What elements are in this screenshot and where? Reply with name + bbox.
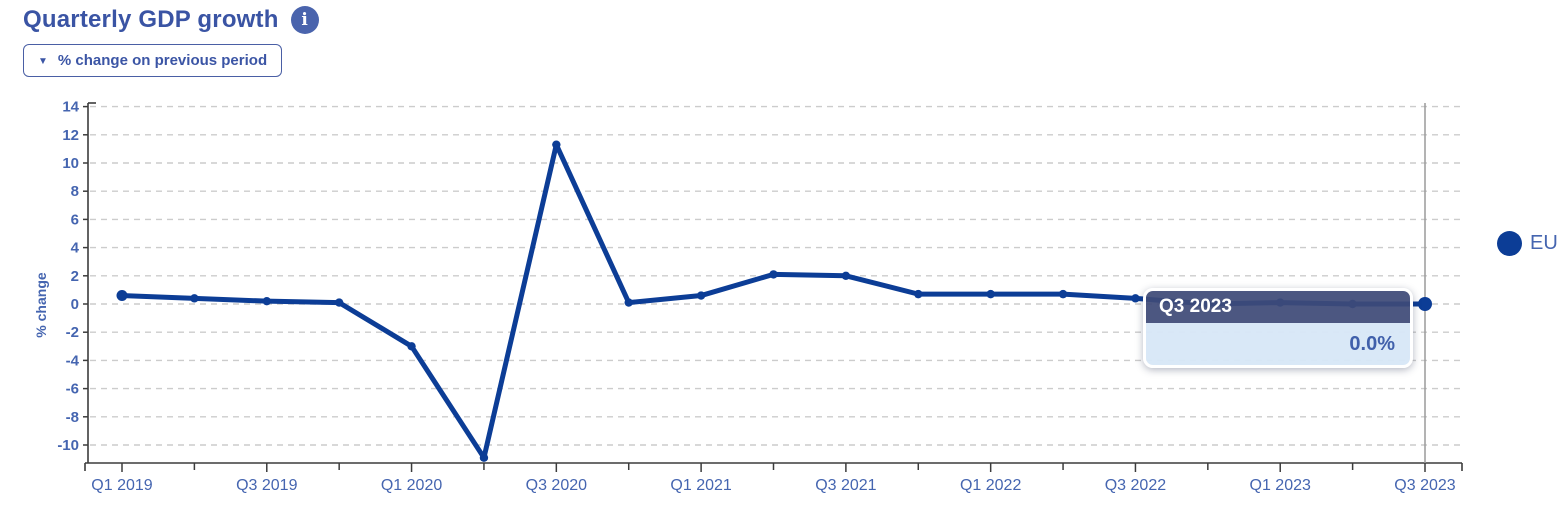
- x-tick-label: Q3 2022: [1105, 477, 1166, 494]
- tooltip-value: 0.0%: [1146, 323, 1410, 365]
- y-tick-label: 8: [71, 183, 79, 200]
- info-icon[interactable]: i: [290, 6, 319, 34]
- y-tick-label: 6: [71, 211, 79, 228]
- y-tick-label: 0: [71, 296, 79, 313]
- data-point[interactable]: [407, 342, 416, 351]
- y-tick-label: -8: [66, 409, 79, 426]
- data-point[interactable]: [190, 294, 199, 303]
- chart-tooltip: Q3 2023 0.0%: [1143, 288, 1413, 368]
- chevron-down-icon: ▼: [38, 55, 48, 67]
- data-point[interactable]: [552, 140, 561, 149]
- x-tick-label: Q1 2022: [960, 477, 1021, 494]
- data-point[interactable]: [914, 289, 923, 299]
- metric-dropdown[interactable]: ▼ % change on previous period: [23, 44, 283, 77]
- x-tick-label: Q1 2019: [91, 477, 152, 494]
- legend-marker-icon: [1497, 231, 1522, 256]
- data-point[interactable]: [769, 270, 778, 279]
- data-point[interactable]: [262, 296, 271, 306]
- data-point[interactable]: [334, 298, 344, 307]
- x-tick-label: Q1 2023: [1250, 477, 1311, 494]
- axes: [83, 102, 1463, 472]
- y-tick-label: 4: [71, 240, 80, 257]
- y-tick-label: -6: [66, 381, 79, 398]
- y-tick-label: -10: [57, 437, 79, 454]
- x-tick-label: Q3 2020: [526, 477, 587, 494]
- data-point[interactable]: [116, 290, 128, 302]
- y-tick-label: 2: [71, 268, 79, 285]
- page-title: Quarterly GDP growth: [23, 6, 279, 33]
- chart-header: Quarterly GDP growth i: [23, 6, 319, 34]
- y-tick-label: 12: [62, 127, 79, 144]
- x-tick-label: Q1 2021: [670, 477, 731, 494]
- metric-dropdown-value: % change on previous period: [57, 52, 268, 69]
- y-axis-labels: 14 12 10 8 6 4 2 0 -2 -4 -6 -8 -10: [57, 99, 79, 454]
- data-point[interactable]: [696, 291, 706, 300]
- data-point[interactable]: [1418, 297, 1432, 311]
- y-tick-label: -4: [66, 352, 80, 369]
- x-tick-label: Q1 2020: [381, 477, 442, 494]
- data-point[interactable]: [841, 271, 851, 280]
- y-axis-title: % change: [33, 272, 49, 338]
- y-tick-label: -2: [66, 324, 79, 341]
- data-point[interactable]: [986, 289, 995, 299]
- x-tick-label: Q3 2019: [236, 477, 297, 494]
- y-tick-label: 10: [62, 155, 79, 172]
- data-point[interactable]: [479, 453, 489, 462]
- tooltip-period: Q3 2023: [1146, 291, 1410, 323]
- legend-label: EU: [1530, 232, 1558, 254]
- legend-item-eu[interactable]: EU: [1497, 231, 1558, 256]
- data-point[interactable]: [1131, 294, 1140, 303]
- x-axis-labels: Q1 2019 Q3 2019 Q1 2020 Q3 2020 Q1 2021 Q3 20…: [91, 477, 1455, 494]
- x-tick-label: Q3 2021: [815, 477, 876, 494]
- data-point[interactable]: [624, 298, 633, 307]
- x-tick-label: Q3 2023: [1394, 477, 1455, 494]
- y-tick-label: 14: [62, 99, 79, 116]
- data-point[interactable]: [1058, 289, 1068, 299]
